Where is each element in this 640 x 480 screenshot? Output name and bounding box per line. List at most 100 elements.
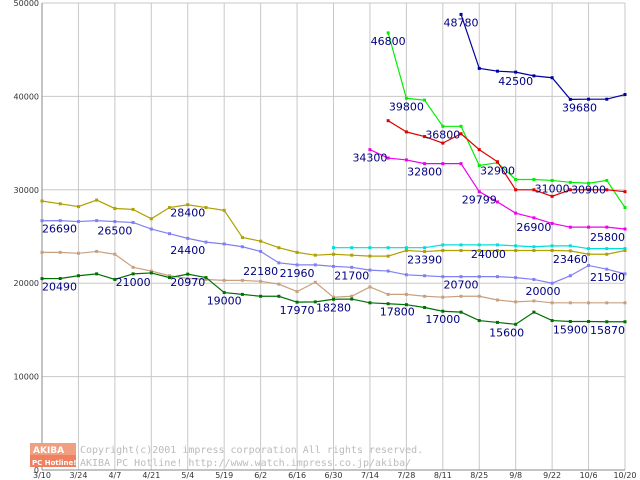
data-point-periwinkle bbox=[40, 219, 44, 223]
data-point-bright-green bbox=[550, 178, 554, 182]
data-point-olive bbox=[605, 252, 609, 256]
data-point-olive bbox=[495, 249, 499, 253]
data-point-periwinkle bbox=[222, 242, 226, 246]
data-point-dark-green bbox=[404, 303, 408, 307]
data-label: 26690 bbox=[42, 223, 77, 236]
data-point-navy bbox=[532, 74, 536, 78]
data-point-tan bbox=[532, 299, 536, 303]
data-point-olive bbox=[568, 249, 572, 253]
data-point-dark-green bbox=[477, 319, 481, 323]
data-point-magenta bbox=[605, 225, 609, 229]
data-point-cyan bbox=[386, 246, 390, 250]
data-point-periwinkle bbox=[295, 263, 299, 267]
data-point-olive bbox=[240, 235, 244, 239]
data-point-olive bbox=[514, 249, 518, 253]
data-label: 17800 bbox=[380, 306, 415, 319]
y-tick-label: 50000 bbox=[14, 0, 39, 8]
data-point-bright-green bbox=[404, 96, 408, 100]
data-point-periwinkle bbox=[277, 261, 281, 265]
data-point-red bbox=[568, 188, 572, 192]
data-point-olive bbox=[168, 206, 172, 210]
data-point-olive bbox=[131, 207, 135, 211]
data-point-bright-green bbox=[459, 124, 463, 128]
data-point-tan bbox=[550, 301, 554, 305]
data-point-magenta bbox=[368, 148, 372, 152]
data-label: 32900 bbox=[480, 165, 515, 178]
data-point-cyan bbox=[623, 247, 627, 251]
data-label: 24400 bbox=[170, 244, 205, 257]
data-label: 22180 bbox=[243, 265, 278, 278]
data-point-tan bbox=[423, 294, 427, 298]
data-point-olive bbox=[222, 208, 226, 212]
data-point-bright-green bbox=[587, 181, 591, 185]
data-point-cyan bbox=[404, 246, 408, 250]
data-point-red bbox=[404, 130, 408, 134]
data-point-red bbox=[514, 188, 518, 192]
logo-line1: AKIBA bbox=[33, 446, 64, 456]
data-point-periwinkle bbox=[441, 275, 445, 279]
data-point-dark-green bbox=[313, 300, 317, 304]
data-point-periwinkle bbox=[259, 249, 263, 253]
data-point-red bbox=[623, 190, 627, 194]
data-point-tan bbox=[168, 274, 172, 278]
data-point-tan bbox=[404, 292, 408, 296]
data-point-dark-green bbox=[113, 277, 117, 281]
data-point-dark-green bbox=[40, 277, 44, 281]
data-point-periwinkle bbox=[368, 268, 372, 272]
data-point-tan bbox=[568, 301, 572, 305]
data-point-magenta bbox=[550, 221, 554, 225]
x-tick-label: 5/19 bbox=[215, 471, 233, 480]
series-line-red bbox=[387, 120, 626, 197]
data-point-tan bbox=[459, 294, 463, 298]
data-point-navy bbox=[477, 66, 481, 70]
data-point-cyan bbox=[568, 244, 572, 248]
axes: 0 10000 20000 30000 40000 50000 3/10 3/24 4/7 4/2… bbox=[14, 0, 637, 480]
data-label: 29799 bbox=[462, 194, 497, 207]
data-point-bright-green bbox=[623, 206, 627, 210]
data-point-tan bbox=[587, 301, 591, 305]
data-point-navy bbox=[605, 97, 609, 101]
x-tick-label: 8/11 bbox=[434, 471, 452, 480]
data-point-olive bbox=[113, 206, 117, 210]
data-point-red bbox=[423, 135, 427, 139]
data-point-dark-green bbox=[204, 276, 208, 280]
data-point-dark-green bbox=[441, 309, 445, 313]
data-point-tan bbox=[368, 285, 372, 289]
data-point-tan bbox=[204, 277, 208, 281]
data-point-dark-green bbox=[386, 302, 390, 306]
data-point-periwinkle bbox=[568, 274, 572, 278]
data-point-periwinkle bbox=[404, 273, 408, 277]
data-point-red bbox=[459, 132, 463, 136]
data-point-cyan bbox=[532, 245, 536, 249]
data-point-red bbox=[477, 148, 481, 152]
data-label: 18280 bbox=[316, 301, 351, 314]
data-label: 17000 bbox=[425, 313, 460, 326]
data-point-olive bbox=[332, 252, 335, 256]
data-point-olive bbox=[368, 254, 372, 258]
data-point-olive bbox=[423, 250, 427, 254]
data-label: 36800 bbox=[425, 128, 460, 141]
data-label: 31000 bbox=[535, 182, 570, 195]
data-point-cyan bbox=[423, 246, 427, 250]
data-label: 48780 bbox=[444, 16, 479, 29]
data-point-cyan bbox=[477, 243, 481, 247]
data-label: 15600 bbox=[489, 326, 524, 339]
data-point-periwinkle bbox=[623, 272, 627, 276]
series-line-bright-green bbox=[387, 32, 626, 208]
x-tick-label: 5/4 bbox=[181, 471, 194, 480]
data-point-dark-green bbox=[95, 272, 99, 276]
data-point-tan bbox=[495, 298, 499, 302]
data-point-olive bbox=[404, 249, 408, 253]
data-label: 39680 bbox=[562, 101, 597, 114]
data-point-olive bbox=[386, 254, 390, 258]
copyright-line2: AKIBA PC Hotline! http://www.watch.impre… bbox=[80, 458, 411, 469]
data-point-red bbox=[441, 141, 445, 145]
data-label: 23390 bbox=[407, 254, 442, 267]
y-tick-label: 40000 bbox=[14, 92, 39, 101]
data-point-tan bbox=[605, 301, 609, 305]
data-label: 30900 bbox=[571, 183, 606, 196]
data-point-tan bbox=[240, 278, 244, 282]
logo-top-block bbox=[30, 443, 76, 455]
data-point-cyan bbox=[332, 246, 335, 250]
x-tick-label: 7/14 bbox=[361, 471, 379, 480]
